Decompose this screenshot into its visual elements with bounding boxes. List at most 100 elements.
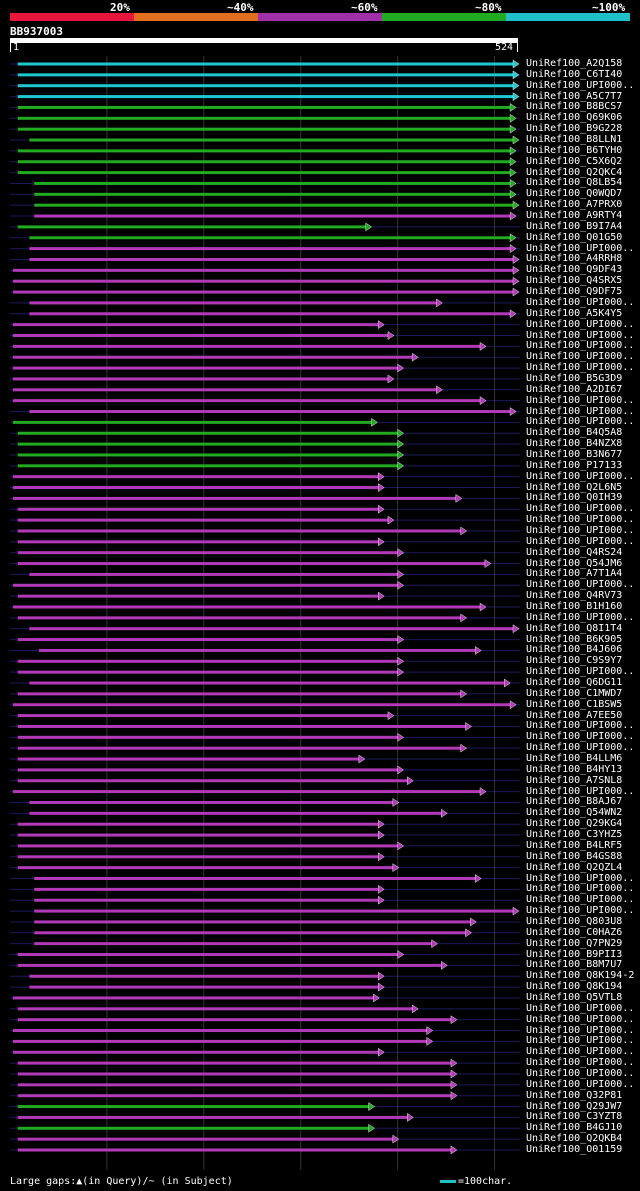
hit-label[interactable]: UniRef100_A9RTY4 bbox=[526, 210, 623, 222]
hit-label[interactable]: UniRef100_A4RRH8 bbox=[526, 253, 623, 265]
hit-label[interactable]: UniRef100_UPI000.. bbox=[526, 79, 635, 91]
hit-label[interactable]: UniRef100_B4HY13 bbox=[526, 763, 623, 775]
hit-label[interactable]: UniRef100_A2DI67 bbox=[526, 383, 623, 395]
hit-row[interactable] bbox=[29, 569, 405, 579]
hit-row[interactable] bbox=[17, 70, 520, 80]
hit-row[interactable] bbox=[12, 700, 517, 710]
hit-label[interactable]: UniRef100_UPI000.. bbox=[526, 872, 635, 884]
hit-label[interactable]: UniRef100_B8M7U7 bbox=[526, 959, 623, 971]
hit-label[interactable]: UniRef100_UPI000.. bbox=[526, 720, 635, 732]
hit-label[interactable]: UniRef100_B4GJ10 bbox=[526, 1122, 623, 1134]
hit-row[interactable] bbox=[12, 320, 385, 330]
hit-label[interactable]: UniRef100_UPI000.. bbox=[526, 470, 635, 482]
hit-label[interactable]: UniRef100_B4Q5A8 bbox=[526, 427, 623, 439]
hit-label[interactable]: UniRef100_UPI000.. bbox=[526, 883, 635, 895]
hit-row[interactable] bbox=[17, 504, 385, 514]
hit-label[interactable]: UniRef100_B6K905 bbox=[526, 633, 623, 645]
hit-row[interactable] bbox=[34, 939, 439, 949]
hit-row[interactable] bbox=[17, 1123, 376, 1133]
hit-row[interactable] bbox=[39, 645, 482, 655]
hit-row[interactable] bbox=[17, 950, 405, 959]
hit-row[interactable] bbox=[12, 417, 378, 427]
hit-row[interactable] bbox=[12, 1026, 434, 1036]
hit-label[interactable]: UniRef100_Q4RS24 bbox=[526, 546, 623, 558]
hit-label[interactable]: UniRef100_UPI000.. bbox=[526, 394, 635, 406]
hit-row[interactable] bbox=[17, 102, 517, 112]
hit-row[interactable] bbox=[17, 656, 405, 666]
hit-row[interactable] bbox=[17, 667, 405, 677]
hit-row[interactable] bbox=[34, 178, 517, 188]
hit-row[interactable] bbox=[17, 515, 395, 525]
hit-row[interactable] bbox=[12, 385, 443, 395]
hit-row[interactable] bbox=[12, 580, 405, 590]
hit-label[interactable]: UniRef100_Q54JM6 bbox=[526, 557, 623, 569]
hit-label[interactable]: UniRef100_UPI000.. bbox=[526, 296, 635, 308]
hit-row[interactable] bbox=[17, 461, 405, 471]
hit-row[interactable] bbox=[17, 124, 517, 134]
hit-label[interactable]: UniRef100_Q0WQD7 bbox=[526, 188, 623, 200]
hit-label[interactable]: UniRef100_UPI000.. bbox=[526, 1067, 635, 1079]
hit-row[interactable] bbox=[17, 157, 517, 167]
hit-row[interactable] bbox=[34, 189, 517, 199]
hit-row[interactable] bbox=[12, 374, 395, 384]
hit-label[interactable]: UniRef100_B3N677 bbox=[526, 448, 623, 460]
hit-row[interactable] bbox=[17, 613, 468, 623]
hit-row[interactable] bbox=[17, 863, 400, 873]
hit-label[interactable]: UniRef100_P17133 bbox=[526, 459, 623, 471]
hit-row[interactable] bbox=[34, 211, 517, 221]
hit-label[interactable]: UniRef100_C6TI40 bbox=[526, 68, 623, 80]
hit-label[interactable]: UniRef100_UPI000.. bbox=[526, 405, 635, 417]
hit-row[interactable] bbox=[17, 450, 405, 460]
hit-label[interactable]: UniRef100_B8AJ67 bbox=[526, 796, 623, 808]
hit-label[interactable]: UniRef100_B8LLN1 bbox=[526, 134, 623, 146]
hit-label[interactable]: UniRef100_C3YHZ5 bbox=[526, 829, 623, 841]
hit-row[interactable] bbox=[17, 1102, 376, 1112]
hit-row[interactable] bbox=[17, 81, 520, 91]
hit-row[interactable] bbox=[17, 1145, 458, 1155]
hit-row[interactable] bbox=[34, 917, 477, 927]
hit-label[interactable]: UniRef100_C5X6Q2 bbox=[526, 155, 623, 167]
hit-row[interactable] bbox=[12, 352, 419, 362]
hit-row[interactable] bbox=[29, 971, 385, 981]
hit-row[interactable] bbox=[29, 678, 511, 688]
hit-row[interactable] bbox=[17, 113, 517, 123]
hit-label[interactable]: UniRef100_Q4SRX5 bbox=[526, 275, 623, 287]
hit-label[interactable]: UniRef100_C1BSW5 bbox=[526, 698, 623, 710]
hit-label[interactable]: UniRef100_B6TYH0 bbox=[526, 144, 623, 156]
hit-label[interactable]: UniRef100_UPI000.. bbox=[526, 340, 635, 352]
hit-row[interactable] bbox=[17, 754, 366, 764]
hit-label[interactable]: UniRef100_A7PRX0 bbox=[526, 199, 623, 211]
hit-row[interactable] bbox=[12, 331, 395, 340]
hit-row[interactable] bbox=[17, 439, 405, 449]
hit-label[interactable]: UniRef100_Q2QZL4 bbox=[526, 861, 623, 873]
hit-row[interactable] bbox=[12, 993, 380, 1003]
hit-label[interactable]: UniRef100_UPI000.. bbox=[526, 611, 635, 623]
hit-label[interactable]: UniRef100_A5K4Y5 bbox=[526, 307, 623, 319]
hit-label[interactable]: UniRef100_UPI000.. bbox=[526, 242, 635, 254]
hit-row[interactable] bbox=[17, 168, 517, 178]
hit-row[interactable] bbox=[17, 830, 385, 840]
hit-label[interactable]: UniRef100_UPI000.. bbox=[526, 362, 635, 374]
hit-label[interactable]: UniRef100_A7T1A4 bbox=[526, 568, 623, 580]
hit-row[interactable] bbox=[17, 1134, 400, 1144]
hit-row[interactable] bbox=[17, 1069, 458, 1079]
hit-label[interactable]: UniRef100_Q5VTL8 bbox=[526, 991, 623, 1003]
hit-row[interactable] bbox=[12, 341, 487, 351]
hit-row[interactable] bbox=[17, 1015, 458, 1025]
hit-label[interactable]: UniRef100_UPI000.. bbox=[526, 1057, 635, 1069]
hit-row[interactable] bbox=[17, 689, 468, 699]
hit-row[interactable] bbox=[17, 732, 405, 742]
hit-label[interactable]: UniRef100_B9G228 bbox=[526, 123, 623, 135]
hit-label[interactable]: UniRef100_UPI000.. bbox=[526, 1013, 635, 1025]
hit-row[interactable] bbox=[17, 526, 468, 536]
hit-label[interactable]: UniRef100_UPI000.. bbox=[526, 514, 635, 526]
hit-label[interactable]: UniRef100_B5G3D9 bbox=[526, 372, 623, 384]
hit-label[interactable]: UniRef100_UPI000.. bbox=[526, 894, 635, 906]
hit-label[interactable]: UniRef100_UPI000.. bbox=[526, 503, 635, 515]
hit-row[interactable] bbox=[17, 721, 472, 731]
hit-label[interactable]: UniRef100_C0HAZ6 bbox=[526, 926, 623, 938]
hit-row[interactable] bbox=[29, 135, 520, 145]
hit-label[interactable]: UniRef100_B4J606 bbox=[526, 644, 623, 656]
hit-row[interactable] bbox=[17, 222, 373, 232]
hit-row[interactable] bbox=[17, 92, 520, 102]
